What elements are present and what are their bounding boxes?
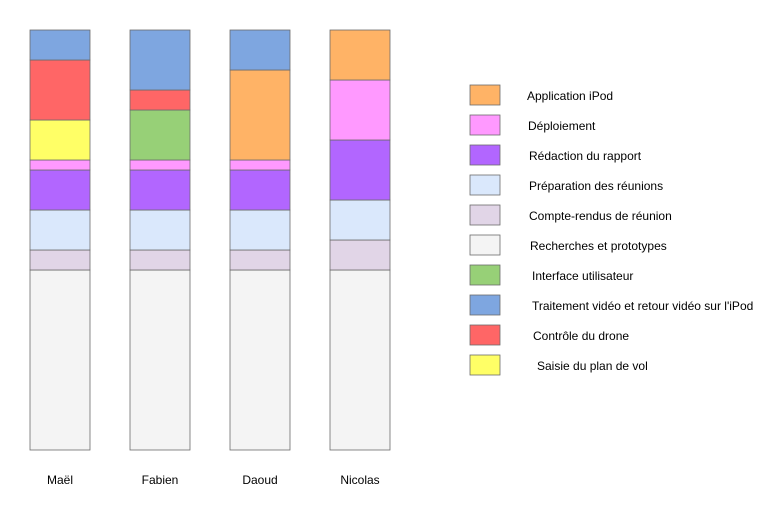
bar-segment-fabien-controle-du-drone bbox=[129, 89, 191, 111]
category-label-daoud: Daoud bbox=[242, 473, 277, 487]
bar-segment-fabien-preparation-des-reunions bbox=[129, 209, 191, 251]
legend-item-controle-du-drone: Contrôle du drone bbox=[469, 324, 629, 346]
category-labels: Maël Fabien Daoud Nicolas bbox=[47, 473, 380, 487]
bar-segment-fabien-deploiement bbox=[129, 159, 191, 171]
legend-item-compte-rendus-de-reunion: Compte-rendus de réunion bbox=[469, 204, 672, 226]
legend-swatch-application-ipod bbox=[469, 84, 501, 106]
legend-swatch-saisie-du-plan-de-vol bbox=[469, 354, 501, 376]
legend-label-compte-rendus-de-reunion: Compte-rendus de réunion bbox=[529, 209, 672, 223]
bar-segment-mael-compte-rendus-de-reunion bbox=[29, 249, 91, 271]
legend-label-saisie-du-plan-de-vol: Saisie du plan de vol bbox=[537, 359, 648, 373]
legend-label-redaction-du-rapport: Rédaction du rapport bbox=[529, 149, 642, 163]
legend-item-deploiement: Déploiement bbox=[469, 114, 596, 136]
bar-segment-mael-saisie-du-plan-de-vol bbox=[29, 119, 91, 161]
category-label-fabien: Fabien bbox=[142, 473, 179, 487]
legend-item-saisie-du-plan-de-vol: Saisie du plan de vol bbox=[469, 354, 648, 376]
legend-label-interface-utilisateur: Interface utilisateur bbox=[532, 269, 633, 283]
legend-swatch-recherches-et-prototypes bbox=[469, 234, 501, 256]
legend-item-traitement-video-et-retour-video-sur-l-ipod: Traitement vidéo et retour vidéo sur l'i… bbox=[469, 294, 753, 316]
bar-segment-fabien-recherches-et-prototypes bbox=[129, 269, 191, 451]
legend-swatch-controle-du-drone bbox=[469, 324, 501, 346]
legend-item-preparation-des-reunions: Préparation des réunions bbox=[469, 174, 663, 196]
bar-segment-mael-deploiement bbox=[29, 159, 91, 171]
legend-swatch-redaction-du-rapport bbox=[469, 144, 501, 166]
bar-segment-mael-preparation-des-reunions bbox=[29, 209, 91, 251]
bar-segment-nicolas-application-ipod bbox=[329, 29, 391, 81]
legend-swatch-deploiement bbox=[469, 114, 501, 136]
legend-label-recherches-et-prototypes: Recherches et prototypes bbox=[530, 239, 667, 253]
legend-item-application-ipod: Application iPod bbox=[469, 84, 613, 106]
legend-label-application-ipod: Application iPod bbox=[527, 89, 613, 103]
bar-segment-daoud-compte-rendus-de-reunion bbox=[229, 249, 291, 271]
bar-segment-daoud-application-ipod bbox=[229, 69, 291, 161]
bar-segment-mael-redaction-du-rapport bbox=[29, 169, 91, 211]
legend-item-redaction-du-rapport: Rédaction du rapport bbox=[469, 144, 642, 166]
bar-segment-fabien-interface-utilisateur bbox=[129, 109, 191, 161]
bar-segment-daoud-recherches-et-prototypes bbox=[229, 269, 291, 451]
bar-segment-mael-recherches-et-prototypes bbox=[29, 269, 91, 451]
bar-segment-mael-controle-du-drone bbox=[29, 59, 91, 121]
legend-label-deploiement: Déploiement bbox=[528, 119, 596, 133]
bar-segment-nicolas-recherches-et-prototypes bbox=[329, 269, 391, 451]
bar-segment-fabien-traitement-video-et-retour-video-sur-l-ipod bbox=[129, 29, 191, 91]
legend-swatch-compte-rendus-de-reunion bbox=[469, 204, 501, 226]
bar-segment-nicolas-preparation-des-reunions bbox=[329, 199, 391, 241]
bar-segment-daoud-preparation-des-reunions bbox=[229, 209, 291, 251]
bars-layer bbox=[29, 29, 391, 451]
category-label-mael: Maël bbox=[47, 473, 73, 487]
legend-label-traitement-video-et-retour-video-sur-l-ipod: Traitement vidéo et retour vidéo sur l'i… bbox=[532, 299, 753, 313]
bar-segment-nicolas-deploiement bbox=[329, 79, 391, 141]
legend-item-recherches-et-prototypes: Recherches et prototypes bbox=[469, 234, 667, 256]
bar-segment-nicolas-redaction-du-rapport bbox=[329, 139, 391, 201]
bar-segment-fabien-compte-rendus-de-reunion bbox=[129, 249, 191, 271]
legend-label-controle-du-drone: Contrôle du drone bbox=[533, 329, 629, 343]
legend-swatch-interface-utilisateur bbox=[469, 264, 501, 286]
bar-segment-daoud-deploiement bbox=[229, 159, 291, 171]
bar-segment-daoud-redaction-du-rapport bbox=[229, 169, 291, 211]
bar-segment-fabien-redaction-du-rapport bbox=[129, 169, 191, 211]
bar-segment-nicolas-compte-rendus-de-reunion bbox=[329, 239, 391, 271]
legend: Application iPod Déploiement Rédaction du … bbox=[469, 84, 753, 376]
category-label-nicolas: Nicolas bbox=[340, 473, 379, 487]
bar-segment-mael-traitement-video-et-retour-video-sur-l-ipod bbox=[29, 29, 91, 61]
legend-swatch-preparation-des-reunions bbox=[469, 174, 501, 196]
legend-label-preparation-des-reunions: Préparation des réunions bbox=[529, 179, 663, 193]
legend-item-interface-utilisateur: Interface utilisateur bbox=[469, 264, 633, 286]
bar-segment-daoud-traitement-video-et-retour-video-sur-l-ipod bbox=[229, 29, 291, 71]
legend-swatch-traitement-video-et-retour-video-sur-l-ipod bbox=[469, 294, 501, 316]
